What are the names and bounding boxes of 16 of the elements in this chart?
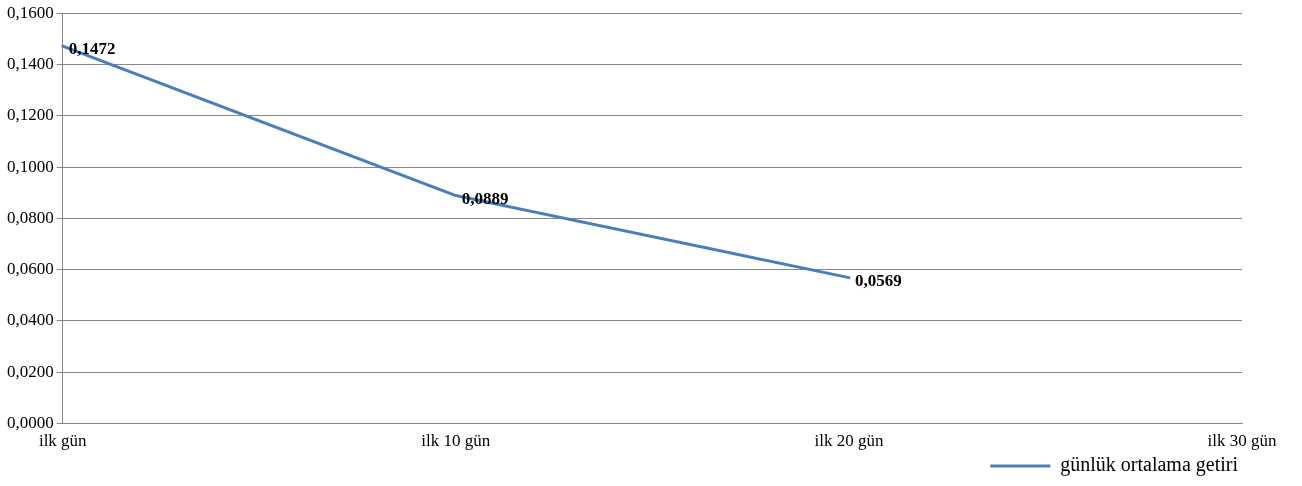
x-tick-label: ilk 30 gün [1207,431,1277,451]
data-label: 0,0569 [854,271,902,291]
x-tick-label: ilk gün [38,431,88,451]
y-tick-label: 0,0800 [7,207,54,227]
y-tick-label: 0,1600 [7,2,54,22]
y-tick-label: 0,1000 [7,156,54,176]
data-label: 0,1472 [68,39,116,59]
y-tick-label: 0,1200 [7,105,54,125]
legend-label: günlük ortalama getiri [1060,453,1239,477]
y-tick-label: 0,0400 [7,310,54,330]
x-tick-label: ilk 10 gün [421,431,491,451]
y-tick-label: 0,0000 [7,413,54,433]
y-tick-label: 0,0200 [7,361,54,381]
x-tick-label: ilk 20 gün [814,431,884,451]
y-tick-label: 0,1400 [7,53,54,73]
y-tick-label: 0,0600 [7,259,54,279]
